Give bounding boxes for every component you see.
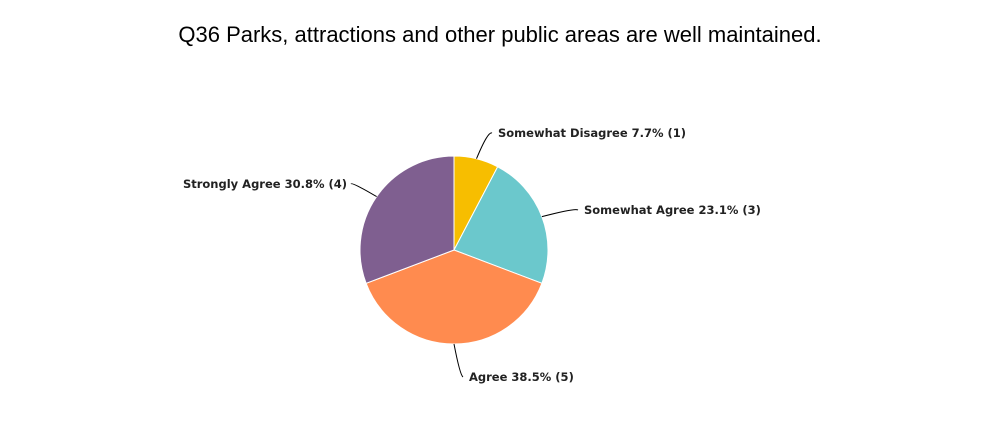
pie-slice-strongly-agree bbox=[359, 155, 455, 284]
pie-slices bbox=[359, 155, 549, 345]
pie-slice-agree bbox=[365, 249, 543, 345]
leader-line bbox=[476, 132, 493, 159]
leader-line bbox=[453, 343, 464, 378]
slice-label: Strongly Agree 30.8% (4) bbox=[183, 177, 347, 191]
leader-line bbox=[541, 209, 579, 218]
leader-lines bbox=[350, 132, 579, 378]
slice-label: Agree 38.5% (5) bbox=[469, 370, 574, 384]
leader-line bbox=[350, 183, 377, 198]
slice-label: Somewhat Agree 23.1% (3) bbox=[584, 203, 761, 217]
chart-title: Q36 Parks, attractions and other public … bbox=[178, 22, 822, 47]
pie-slice-somewhat-agree bbox=[453, 166, 549, 284]
slice-label: Somewhat Disagree 7.7% (1) bbox=[498, 126, 686, 140]
slice-labels: Somewhat Disagree 7.7% (1) Somewhat Agree… bbox=[183, 126, 761, 384]
